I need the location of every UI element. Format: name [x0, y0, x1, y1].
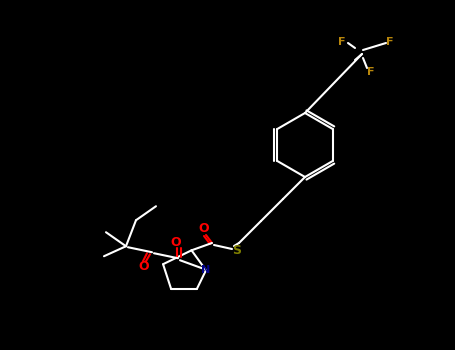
- Text: N: N: [202, 265, 211, 275]
- Text: O: O: [139, 260, 149, 273]
- Text: S: S: [233, 245, 242, 258]
- Text: O: O: [171, 236, 181, 249]
- Text: F: F: [386, 37, 394, 47]
- Text: F: F: [367, 67, 375, 77]
- Text: F: F: [338, 37, 346, 47]
- Text: O: O: [199, 223, 209, 236]
